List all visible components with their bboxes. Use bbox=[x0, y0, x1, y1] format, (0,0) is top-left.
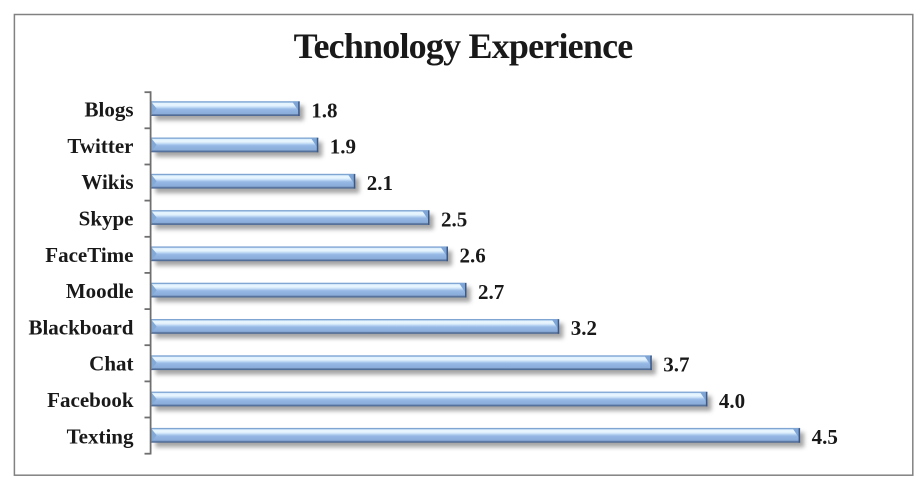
svg-text:Moodle: Moodle bbox=[66, 279, 134, 303]
svg-text:1.8: 1.8 bbox=[311, 98, 337, 122]
svg-text:4.5: 4.5 bbox=[812, 425, 838, 449]
svg-text:2.5: 2.5 bbox=[441, 207, 467, 231]
svg-text:Twitter: Twitter bbox=[67, 134, 133, 158]
svg-text:3.7: 3.7 bbox=[663, 353, 689, 377]
svg-text:4.0: 4.0 bbox=[719, 389, 745, 413]
svg-text:Blackboard: Blackboard bbox=[28, 315, 133, 339]
svg-text:FaceTime: FaceTime bbox=[45, 243, 133, 267]
svg-text:2.1: 2.1 bbox=[367, 171, 393, 195]
svg-text:1.9: 1.9 bbox=[330, 135, 356, 159]
svg-text:Blogs: Blogs bbox=[84, 98, 133, 122]
svg-text:2.7: 2.7 bbox=[478, 280, 504, 304]
svg-text:2.6: 2.6 bbox=[460, 244, 486, 268]
svg-text:Wikis: Wikis bbox=[81, 170, 133, 194]
svg-text:Technology Experience: Technology Experience bbox=[294, 26, 634, 66]
svg-text:Texting: Texting bbox=[67, 424, 134, 448]
svg-text:Facebook: Facebook bbox=[47, 388, 134, 412]
svg-text:Chat: Chat bbox=[89, 352, 133, 376]
svg-text:Skype: Skype bbox=[79, 207, 134, 231]
svg-text:3.2: 3.2 bbox=[571, 316, 597, 340]
